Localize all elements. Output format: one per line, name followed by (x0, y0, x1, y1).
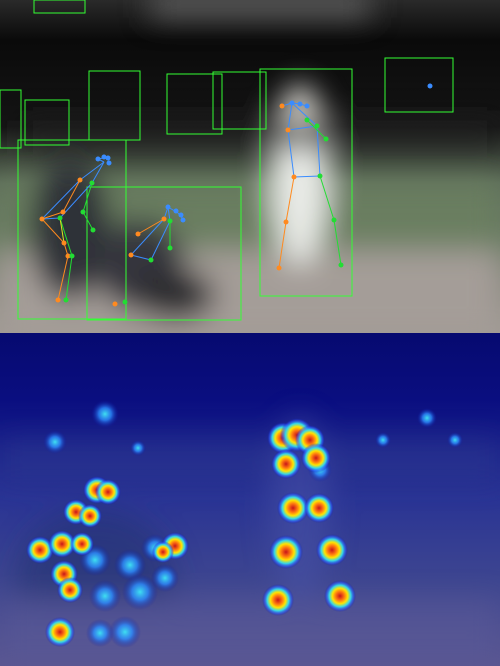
bounding-box (212, 71, 267, 130)
heat-blob (89, 580, 121, 612)
heatmap-panel (0, 333, 500, 666)
heat-blob (277, 492, 309, 524)
bounding-box (17, 139, 127, 320)
keypoint (178, 212, 184, 218)
keypoint (289, 100, 295, 106)
keypoint (89, 180, 95, 186)
heat-blob (375, 432, 391, 448)
heat-blob (48, 530, 76, 558)
bounding-box (0, 89, 22, 149)
bounding-box (166, 73, 223, 135)
heat-blob (95, 479, 121, 505)
keypoint (291, 174, 297, 180)
keypoint (167, 245, 173, 251)
skeleton-left-person (39, 154, 112, 303)
keypoint (180, 217, 186, 223)
keypoint (65, 253, 71, 259)
heat-blob (109, 616, 141, 648)
bounding-box (259, 68, 353, 297)
heat-blob (43, 430, 67, 454)
heat-blob (45, 617, 75, 647)
keypoint (112, 301, 118, 307)
heat-blob (271, 449, 301, 479)
heat-blob (152, 541, 174, 563)
keypoint (60, 209, 66, 215)
keypoint (122, 299, 128, 305)
keypoint (135, 231, 141, 237)
keypoint (80, 209, 86, 215)
heat-blob (130, 440, 146, 456)
keypoint (61, 240, 67, 246)
keypoint (279, 103, 285, 109)
heat-blob (114, 549, 146, 581)
heat-blob (78, 504, 102, 528)
heat-blob (447, 432, 463, 448)
keypoint (173, 208, 179, 214)
heatmap-weak-blobs (43, 400, 463, 648)
keypoint (57, 215, 63, 221)
heat-blob (417, 408, 437, 428)
heat-blob (91, 400, 119, 428)
keypoint (314, 123, 320, 129)
bounding-box (384, 57, 454, 113)
keypoint (101, 154, 107, 160)
skeleton-right-person (276, 100, 344, 271)
heatmap-hot-blobs (26, 418, 356, 647)
keypoint (285, 127, 291, 133)
keypoint (77, 177, 83, 183)
keypoint (90, 227, 96, 233)
keypoint (106, 160, 112, 166)
bounding-box (24, 99, 70, 146)
keypoints (39, 154, 112, 303)
keypoint (317, 173, 323, 179)
keypoint (161, 216, 167, 222)
keypoint (105, 155, 111, 161)
keypoint (304, 117, 310, 123)
heat-blob (269, 535, 303, 569)
keypoint (69, 253, 75, 259)
bounding-box (86, 186, 242, 321)
keypoint (276, 265, 282, 271)
skeleton-middle-person (112, 204, 186, 307)
heat-blob (316, 534, 348, 566)
bounding-boxes (0, 0, 454, 321)
keypoint (427, 83, 433, 89)
heat-blob (70, 532, 94, 556)
heat-blob (324, 580, 356, 612)
keypoint (331, 217, 337, 223)
heat-blob (301, 443, 331, 473)
keypoint (63, 297, 69, 303)
keypoint (304, 103, 310, 109)
keypoint (338, 262, 344, 268)
heat-blob (86, 619, 114, 647)
keypoint (148, 257, 154, 263)
heat-blob (122, 574, 158, 610)
keypoints (112, 204, 186, 307)
keypoint (167, 218, 173, 224)
keypoint (323, 136, 329, 142)
keypoint (165, 204, 171, 210)
heat-blob (57, 577, 83, 603)
photo-panel (0, 0, 500, 340)
keypoint (283, 219, 289, 225)
keypoint (95, 156, 101, 162)
heat-blob (151, 564, 179, 592)
bounding-box (33, 0, 86, 14)
keypoint (39, 216, 45, 222)
keypoint (55, 297, 61, 303)
keypoint (128, 252, 134, 258)
heat-blob (304, 493, 334, 523)
keypoints (276, 100, 344, 271)
heat-blob (262, 584, 294, 616)
keypoint (297, 101, 303, 107)
heat-blob (26, 536, 54, 564)
